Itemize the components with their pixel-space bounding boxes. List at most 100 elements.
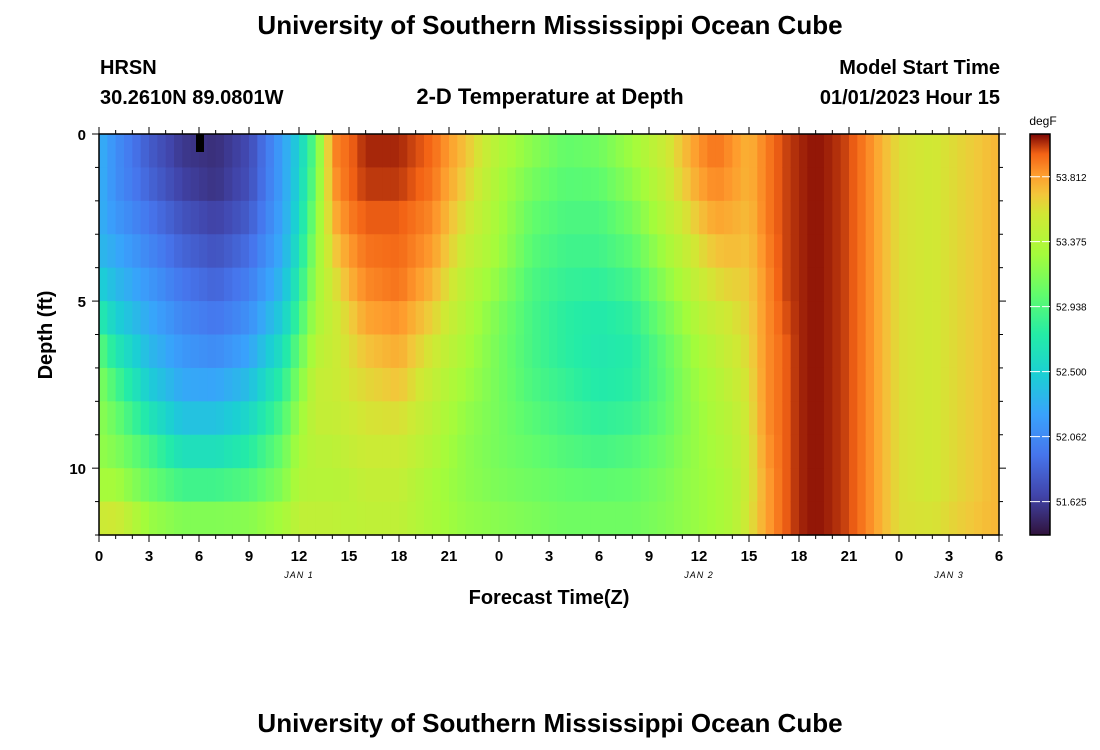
heatmap-cell [290, 434, 300, 469]
heatmap-cell [340, 200, 350, 235]
heatmap-cell [165, 468, 175, 503]
heatmap-cell [957, 367, 967, 402]
heatmap-cell [357, 468, 367, 503]
heatmap-cell [649, 367, 658, 402]
heatmap-cell [915, 468, 925, 503]
heatmap-cell [907, 501, 917, 536]
heatmap-cell [157, 301, 167, 336]
heatmap-cell [565, 501, 575, 536]
heatmap-cell [240, 468, 250, 503]
heatmap-cell [415, 200, 425, 235]
heatmap-cell [982, 234, 992, 269]
heatmap-cell [115, 501, 125, 536]
heatmap-cell [407, 501, 417, 536]
heatmap-cell [499, 434, 508, 469]
colorbar-tick-label: 51.625 [1056, 498, 1087, 509]
heatmap-cell [832, 200, 842, 235]
heatmap-cell [790, 401, 800, 436]
heatmap-cell [490, 301, 500, 336]
heatmap-cell [590, 267, 600, 302]
heatmap-cell [640, 167, 650, 202]
heatmap-cell [624, 234, 633, 269]
heatmap-cell [215, 367, 225, 402]
heatmap-cell [390, 167, 400, 202]
heatmap-cell [215, 200, 225, 235]
heatmap-cell [465, 234, 475, 269]
heatmap-cell [549, 301, 558, 336]
heatmap-cell [540, 167, 550, 202]
heatmap-cell [849, 367, 858, 402]
heatmap-cell [457, 468, 467, 503]
heatmap-cell [890, 267, 900, 302]
heatmap-cell [440, 200, 450, 235]
heatmap-cell [565, 200, 575, 235]
heatmap-cell [457, 134, 467, 169]
heatmap-cell [849, 434, 858, 469]
heatmap-cell [149, 434, 158, 469]
heatmap-cell [482, 301, 492, 336]
heatmap-cell [890, 468, 900, 503]
heatmap-cell [149, 234, 158, 269]
heatmap-cell [882, 334, 892, 369]
heatmap-cell [824, 200, 833, 235]
heatmap-cell [590, 367, 600, 402]
heatmap-cell [515, 267, 525, 302]
heatmap-cell [857, 401, 867, 436]
heatmap-cell [507, 134, 517, 169]
heatmap-cell [132, 401, 142, 436]
heatmap-cell [990, 501, 1000, 536]
heatmap-cell [874, 401, 883, 436]
heatmap-cell [849, 301, 858, 336]
heatmap-cell [515, 200, 525, 235]
heatmap-cell [424, 267, 433, 302]
heatmap-cell [157, 367, 167, 402]
station-coordinates: 30.2610N 89.0801W [100, 87, 284, 109]
heatmap-cell [365, 434, 375, 469]
heatmap-cell [432, 401, 442, 436]
heatmap-cell [632, 367, 642, 402]
heatmap-cell [990, 468, 1000, 503]
heatmap-cell [207, 334, 217, 369]
heatmap-cell [457, 234, 467, 269]
heatmap-cell [765, 468, 775, 503]
heatmap-cell [307, 367, 317, 402]
heatmap-cell [240, 134, 250, 169]
heatmap-cell [115, 167, 125, 202]
heatmap-cell [399, 334, 408, 369]
heatmap-cell [832, 267, 842, 302]
heatmap-cell [274, 267, 283, 302]
heatmap-cell [607, 167, 617, 202]
heatmap-cell [832, 501, 842, 536]
heatmap-cell [299, 501, 308, 536]
heatmap-cell [682, 468, 692, 503]
heatmap-cell [907, 200, 917, 235]
heatmap-cell [857, 301, 867, 336]
heatmap-cell [699, 501, 708, 536]
heatmap-cell [424, 334, 433, 369]
heatmap-cell [624, 301, 633, 336]
heatmap-cell [357, 167, 367, 202]
heatmap-cell [290, 200, 300, 235]
heatmap-cell [174, 367, 183, 402]
heatmap-cell [515, 167, 525, 202]
heatmap-cell [740, 234, 750, 269]
heatmap-cell [582, 501, 592, 536]
heatmap-cell [474, 200, 483, 235]
heatmap-cell [982, 167, 992, 202]
heatmap-cell [724, 167, 733, 202]
heatmap-cell [107, 434, 117, 469]
heatmap-cell [682, 367, 692, 402]
heatmap-cell [607, 468, 617, 503]
heatmap-cell [957, 468, 967, 503]
heatmap-cell [390, 234, 400, 269]
heatmap-cell [874, 501, 883, 536]
heatmap-cell [340, 301, 350, 336]
heatmap-cell [815, 301, 825, 336]
heatmap-cell [99, 301, 108, 336]
heatmap-cell [140, 267, 150, 302]
heatmap-cell [574, 200, 583, 235]
heatmap-cell [582, 200, 592, 235]
heatmap-cell [449, 134, 458, 169]
heatmap-cell [640, 501, 650, 536]
model-start-value: 01/01/2023 Hour 15 [819, 87, 1000, 109]
